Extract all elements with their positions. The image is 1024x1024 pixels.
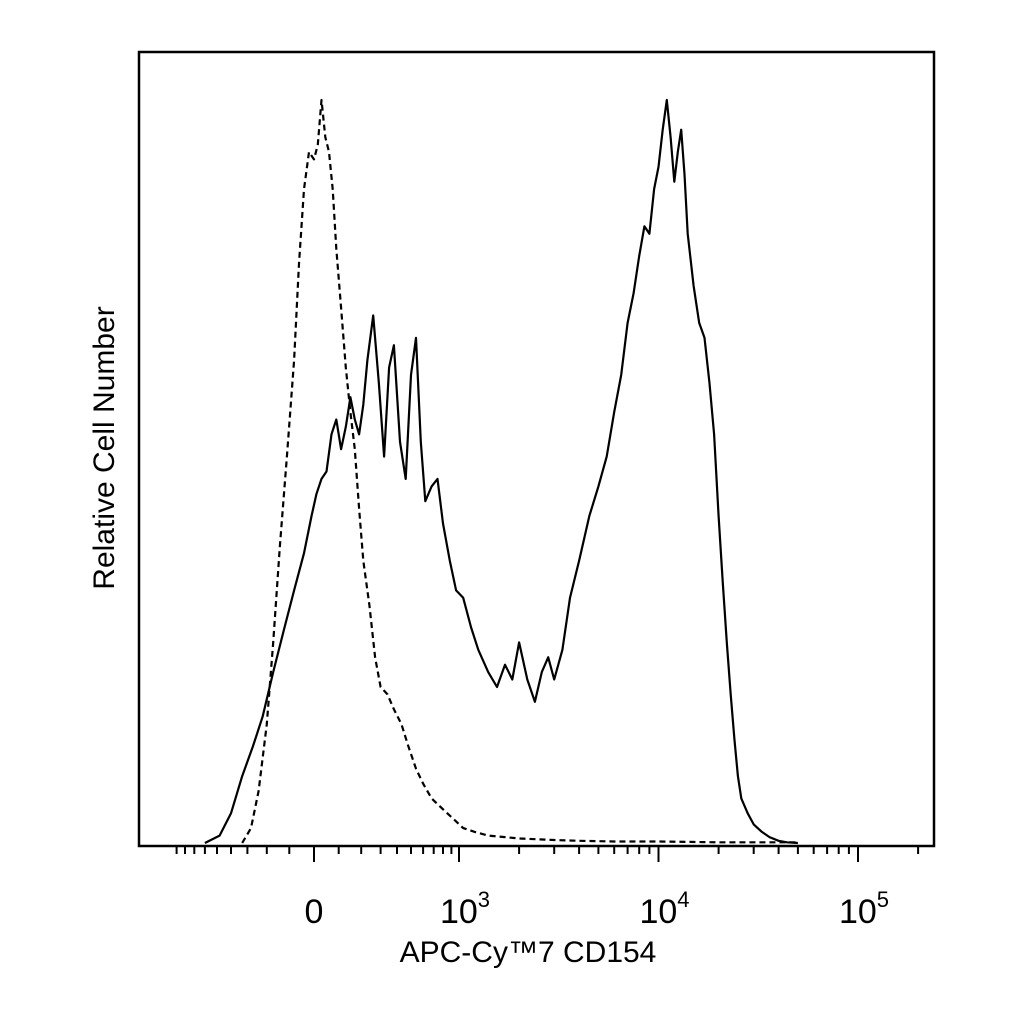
series-dashed-line <box>241 98 798 844</box>
x-tick-label: 104 <box>639 887 689 931</box>
series-solid-line <box>204 98 798 845</box>
x-tick-label: 105 <box>839 887 889 931</box>
x-tick-label: 0 <box>305 893 324 931</box>
y-axis-label: Relative Cell Number <box>88 306 121 589</box>
x-tick-label: 103 <box>440 887 490 931</box>
x-axis-label: APC-Cy™7 CD154 <box>400 936 657 969</box>
plot-frame <box>137 50 936 848</box>
